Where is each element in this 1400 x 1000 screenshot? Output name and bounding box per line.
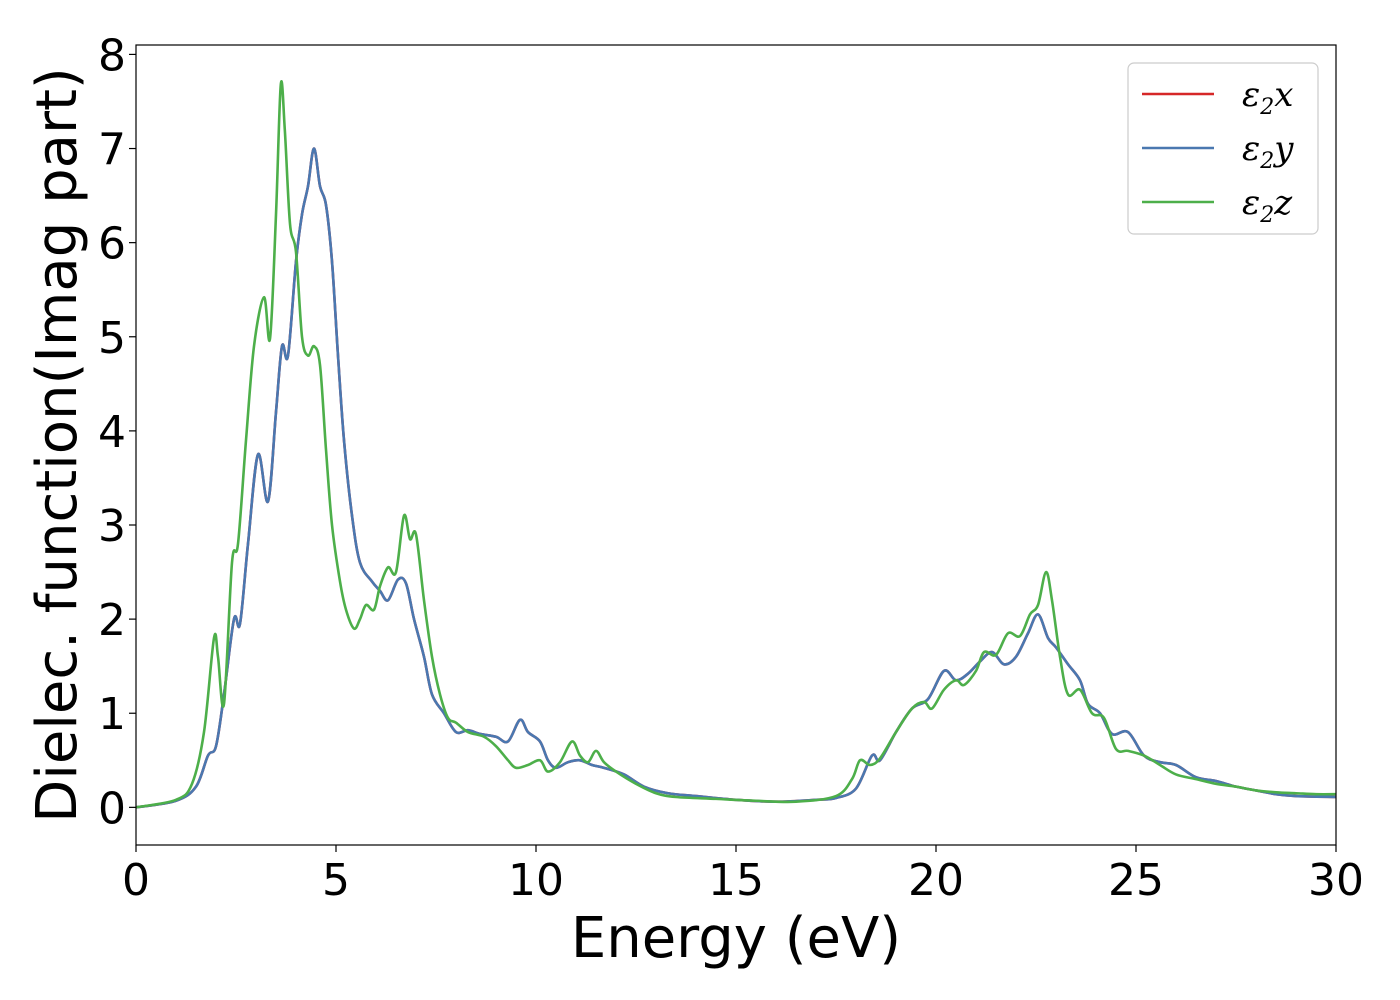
x-tick-label: 30 [1308,855,1364,906]
x-axis-label: Energy (eV) [571,906,901,971]
x-tick-label: 10 [508,855,564,906]
y-tick-label: 2 [98,595,126,646]
y-tick-label: 6 [98,219,126,270]
legend-box [1127,62,1319,235]
y-axis-ticks: 0 1 2 3 4 5 6 7 8 [98,30,136,834]
series-layer [135,80,1337,809]
x-axis-ticks: 0 5 10 15 20 25 30 [122,845,1364,906]
x-tick-label: 0 [122,855,150,906]
y-tick-label: 8 [98,30,126,81]
x-tick-label: 15 [708,855,764,906]
y-tick-label: 3 [98,501,126,552]
series-line-eps2-z [135,80,1337,809]
y-tick-label: 4 [98,407,126,458]
y-tick-label: 0 [98,783,126,834]
legend-label-x: ε2x [1242,75,1293,120]
x-tick-label: 5 [322,855,350,906]
y-tick-label: 5 [98,313,126,364]
legend-label-z: ε2z [1242,183,1293,228]
legend: ε2x ε2y ε2z [1127,62,1319,235]
y-tick-label: 7 [98,125,126,176]
legend-label-y: ε2y [1242,129,1294,174]
y-axis-label: Dielec. function(Imag part) [25,67,90,823]
x-tick-label: 20 [908,855,964,906]
x-tick-label: 25 [1108,855,1164,906]
y-tick-label: 1 [98,689,126,740]
